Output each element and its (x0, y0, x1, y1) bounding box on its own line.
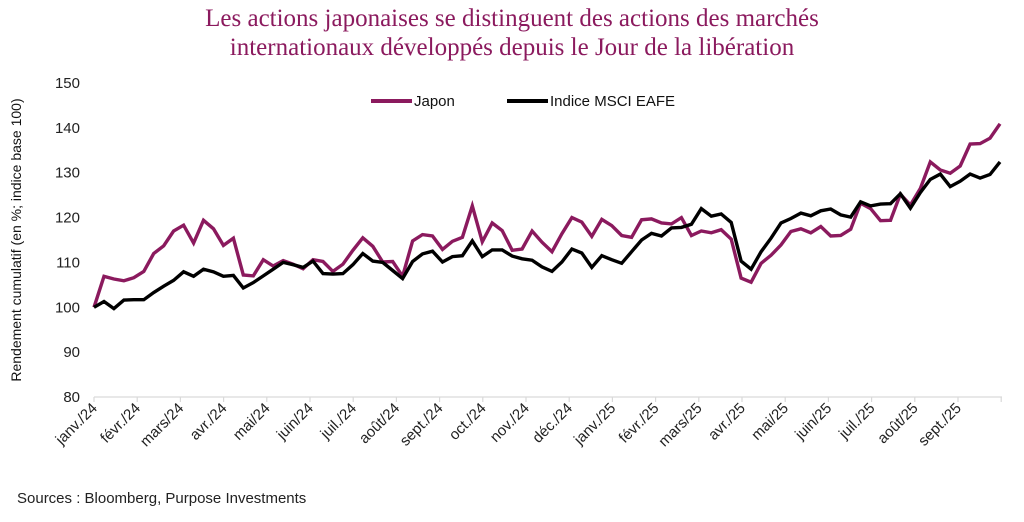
y-tick-label: 130 (55, 165, 80, 182)
chart-title: Les actions japonaises se distinguent de… (0, 4, 1024, 62)
y-tick-label: 90 (63, 344, 80, 361)
legend-label-japon: Japon (414, 93, 455, 110)
series-line-japon (92, 122, 1002, 308)
y-tick-label: 110 (56, 254, 80, 271)
x-tick-label: juin/24 (273, 400, 317, 444)
x-tick-label: oct./24 (446, 400, 490, 444)
y-tick-label: 80 (63, 389, 80, 406)
legend-label-msci-eafe: Indice MSCI EAFE (550, 93, 675, 110)
line-chart: 80 90 100 110 120 130 140 150 janv./24févr./24m… (8, 75, 1002, 450)
x-tick-label: janv./25 (570, 400, 619, 449)
legend: Japon Indice MSCI EAFE (371, 93, 675, 110)
series-layer (92, 122, 1002, 311)
chart-title-line-1: Les actions japonaises se distinguent de… (205, 5, 819, 32)
y-tick-label: 100 (55, 299, 80, 316)
y-axis-title: Rendement cumulatif (en %; indice base 1… (8, 98, 24, 381)
x-tick-label: déc./24 (529, 400, 576, 447)
x-tick-label: juin/25 (791, 400, 835, 444)
x-tick-label: avr./25 (705, 400, 749, 444)
x-tick-label: juil./25 (835, 400, 878, 443)
legend-item-msci-eafe: Indice MSCI EAFE (507, 93, 675, 110)
x-tick-label: mai/25 (748, 400, 792, 444)
chart-title-line-2: internationaux développés depuis le Jour… (229, 34, 795, 61)
x-tick-label: juil./24 (317, 400, 360, 443)
y-tick-label: 150 (55, 75, 80, 92)
legend-item-japon: Japon (371, 93, 455, 110)
series-line-msci-eafe (93, 160, 1002, 311)
source-note: Sources : Bloomberg, Purpose Investments (17, 490, 307, 507)
x-tick-label: mars/25 (655, 400, 705, 450)
y-tick-label: 120 (55, 210, 80, 227)
x-tick-label: mai/24 (230, 400, 274, 444)
x-tick-label: août/24 (356, 400, 403, 447)
y-tick-label: 140 (55, 120, 80, 137)
x-tick-label: sept./25 (915, 400, 965, 450)
x-tick-label: janv./24 (52, 400, 101, 449)
x-tick-label: avr./24 (187, 400, 231, 444)
x-tick-label: nov./24 (487, 400, 533, 446)
y-axis: 80 90 100 110 120 130 140 150 (55, 75, 80, 406)
x-tick-label: août/25 (874, 400, 921, 447)
x-tick-label: sept./24 (397, 400, 447, 450)
x-tick-label: mars/24 (137, 400, 187, 450)
